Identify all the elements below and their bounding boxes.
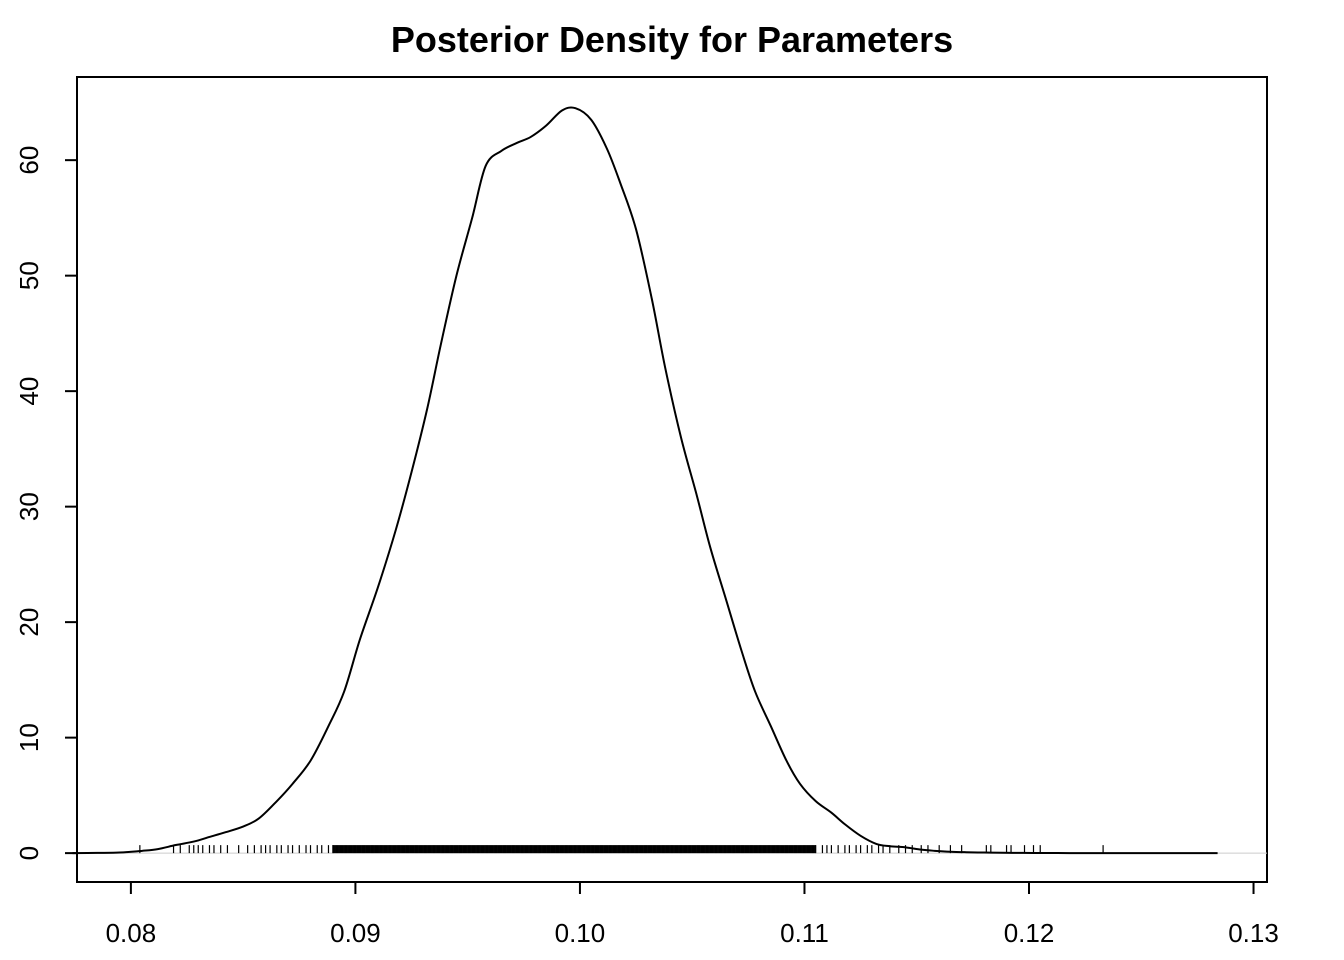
x-tick-label: 0.10 (555, 918, 606, 948)
y-tick-label: 60 (14, 146, 44, 175)
x-tick-label: 0.12 (1004, 918, 1055, 948)
y-tick-label: 0 (14, 846, 44, 860)
y-tick-label: 40 (14, 377, 44, 406)
y-tick-label: 50 (14, 261, 44, 290)
y-tick-label: 20 (14, 608, 44, 637)
chart-title: Posterior Density for Parameters (391, 19, 953, 60)
x-tick-label: 0.08 (106, 918, 157, 948)
x-tick-label: 0.11 (780, 918, 829, 948)
rug-marks (139, 845, 1104, 854)
y-tick-label: 10 (14, 723, 44, 752)
x-tick-label: 0.09 (330, 918, 381, 948)
x-tick-label: 0.13 (1228, 918, 1279, 948)
y-tick-label: 30 (14, 492, 44, 521)
density-curve (72, 106, 1218, 855)
x-axis: 0.08 0.09 0.10 0.11 0.12 0.13 (106, 881, 1279, 948)
plot-frame (76, 76, 1268, 883)
y-axis: 0 10 20 30 40 50 60 (14, 146, 78, 860)
